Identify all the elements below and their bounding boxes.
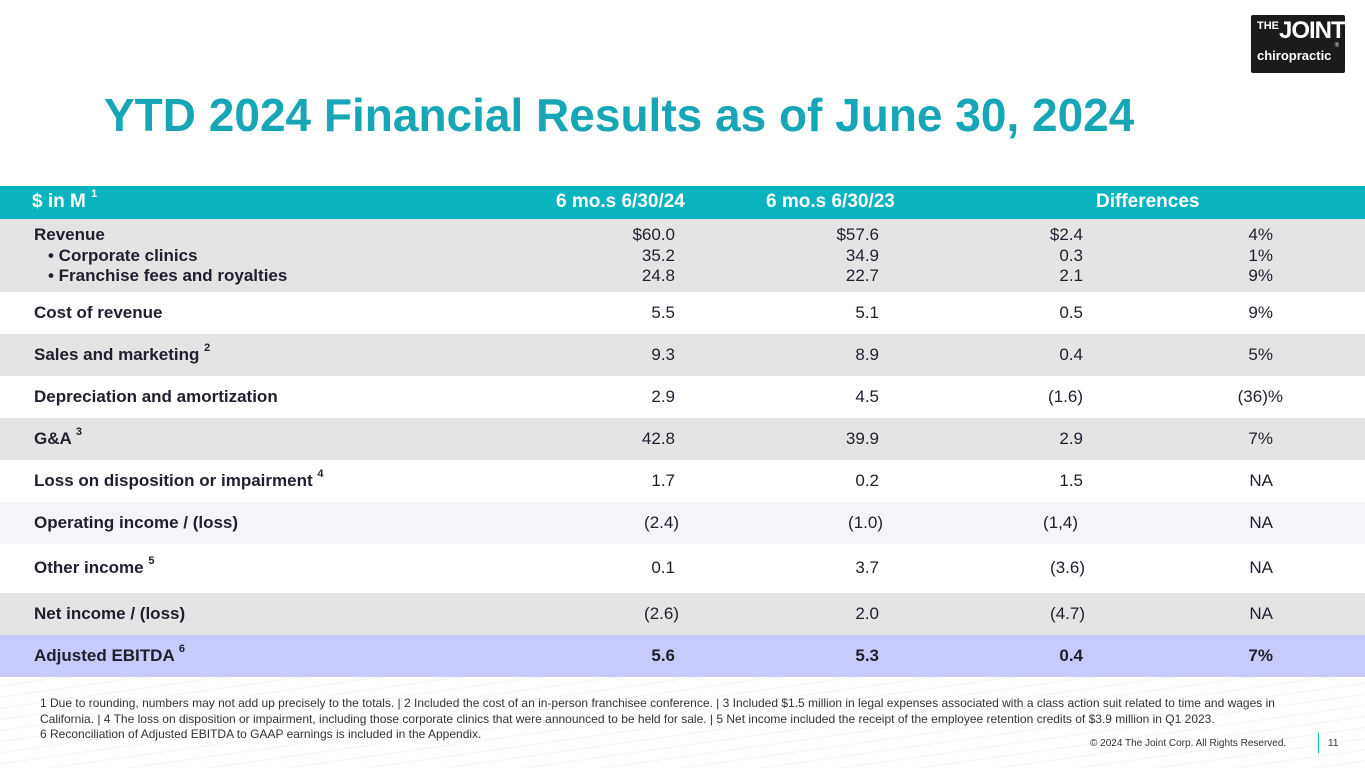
franchise-fees-label: • Franchise fees and royalties bbox=[48, 266, 288, 285]
footnote-text: 1 Due to rounding, numbers may not add u… bbox=[40, 696, 1275, 726]
logo-text-joint: JOINT bbox=[1279, 17, 1346, 44]
table-row-sales-marketing: Sales and marketing 2 9.3 8.9 0.4 5% bbox=[0, 334, 1365, 376]
revenue-diff-percent: 4% 1% 9% bbox=[1248, 225, 1273, 285]
table-row-cost-of-revenue: Cost of revenue 5.5 5.1 0.5 9% bbox=[0, 292, 1365, 334]
financial-results-table: $ in M 1 6 mo.s 6/30/24 6 mo.s 6/30/23 D… bbox=[0, 186, 1365, 677]
copyright-text: © 2024 The Joint Corp. All Rights Reserv… bbox=[1090, 738, 1287, 749]
corporate-clinics-label: • Corporate clinics bbox=[48, 245, 198, 265]
footnotes: 1 Due to rounding, numbers may not add u… bbox=[40, 696, 1300, 743]
table-header-row: $ in M 1 6 mo.s 6/30/24 6 mo.s 6/30/23 D… bbox=[0, 186, 1365, 219]
page-number: 11 bbox=[1328, 738, 1339, 749]
background-wave-pattern bbox=[0, 676, 1365, 768]
logo-text-chiropractic: chiropractic bbox=[1257, 48, 1332, 63]
table-row-revenue: Revenue • Corporate clinics • Franchise … bbox=[0, 219, 1365, 292]
page-title: YTD 2024 Financial Results as of June 30… bbox=[104, 89, 1135, 141]
table-row-depreciation: Depreciation and amortization 2.9 4.5 (1… bbox=[0, 376, 1365, 418]
logo-registered-mark: ® bbox=[1334, 43, 1339, 49]
header-prior-period: 6 mo.s 6/30/23 bbox=[766, 191, 895, 212]
revenue-diff-values: $2.4 0.3 2.1 bbox=[1049, 225, 1083, 285]
table-row-adjusted-ebitda: Adjusted EBITDA 6 5.6 5.3 0.4 7% bbox=[0, 635, 1365, 677]
table-row-other-income: Other income 5 0.1 3.7 (3.6) NA bbox=[0, 544, 1365, 593]
company-logo: THEJOINT chiropractic ® bbox=[1251, 15, 1346, 73]
revenue-label: Revenue bbox=[34, 225, 105, 244]
table-row-operating-income: Operating income / (loss) (2.4) (1.0) (1… bbox=[0, 502, 1365, 544]
revenue-current-values: $60.0 35.2 24.8 bbox=[632, 225, 675, 285]
revenue-prior-values: $57.6 34.9 22.7 bbox=[836, 225, 879, 285]
header-units: $ in M 1 bbox=[32, 188, 98, 212]
footnote-reconciliation: 6 Reconciliation of Adjusted EBITDA to G… bbox=[40, 727, 482, 741]
revenue-labels: Revenue • Corporate clinics • Franchise … bbox=[34, 225, 287, 287]
table-row-loss-disposition: Loss on disposition or impairment 4 1.7 … bbox=[0, 460, 1365, 502]
header-differences: Differences bbox=[1096, 191, 1200, 212]
table-row-ga: G&A 3 42.8 39.9 2.9 7% bbox=[0, 418, 1365, 460]
header-current-period: 6 mo.s 6/30/24 bbox=[556, 191, 685, 212]
table-row-net-income: Net income / (loss) (2.6) 2.0 (4.7) NA bbox=[0, 593, 1365, 635]
logo-text-the: THE bbox=[1257, 20, 1279, 32]
footer-divider bbox=[1318, 733, 1319, 753]
